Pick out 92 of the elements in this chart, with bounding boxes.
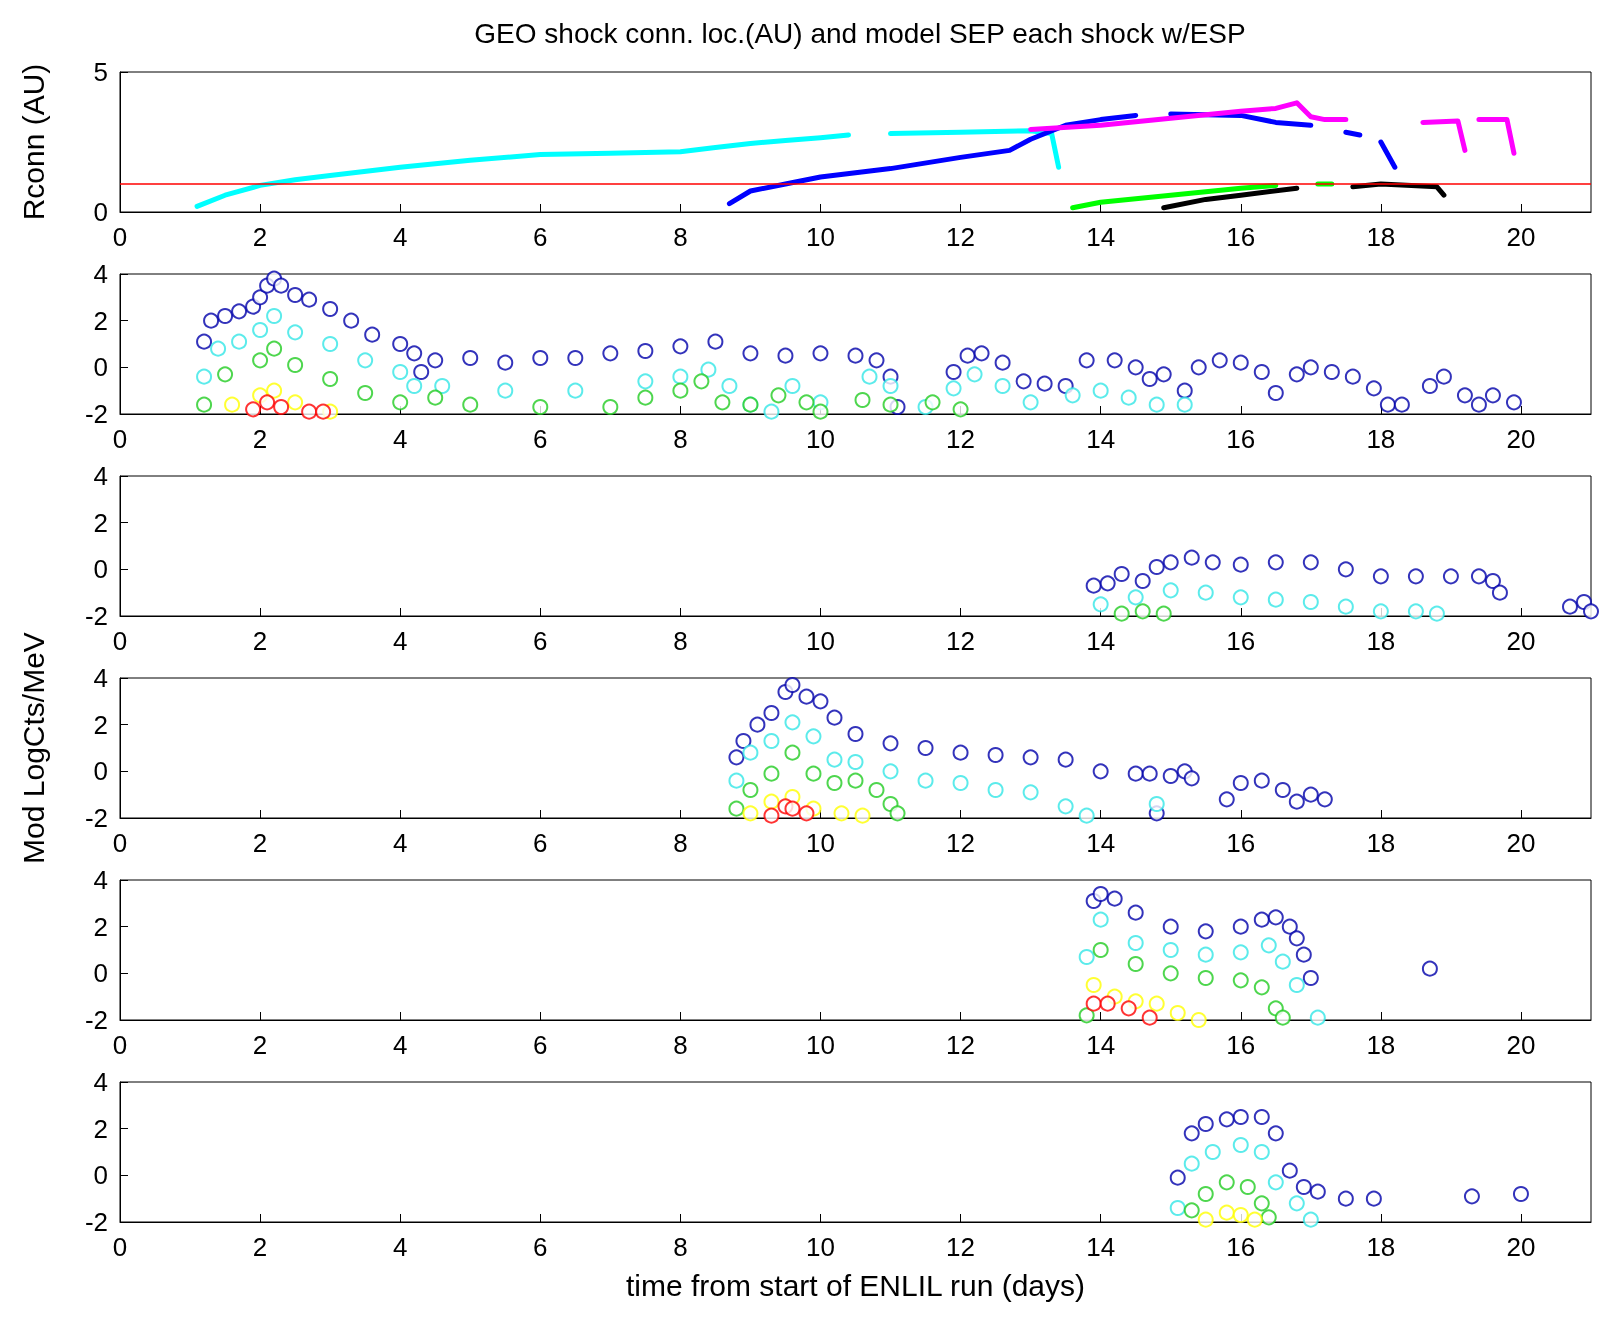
y-tick-label: 0 <box>93 554 108 585</box>
x-tick-label: 20 <box>1506 828 1536 858</box>
x-tick-label: 6 <box>533 222 548 252</box>
x-tick-label: 6 <box>533 626 548 656</box>
x-tick-label: 0 <box>112 1232 128 1262</box>
x-tick-label: 20 <box>1506 424 1536 454</box>
x-tick-label: 16 <box>1226 1030 1256 1060</box>
x-tick-label: 8 <box>673 828 688 858</box>
x-tick-label: 2 <box>252 222 268 252</box>
x-tick-label: 8 <box>673 1232 688 1262</box>
x-tick-label: 12 <box>946 1232 976 1262</box>
y-tick-label: 0 <box>93 197 108 227</box>
x-tick-label: 18 <box>1366 222 1396 252</box>
x-tick-label: 18 <box>1366 828 1396 858</box>
x-tick-label: 20 <box>1506 626 1536 656</box>
x-tick-label: 6 <box>533 1232 548 1262</box>
y-tick-label: -2 <box>84 601 108 631</box>
x-tick-label: 14 <box>1086 828 1116 858</box>
y-tick-label: -2 <box>84 803 108 833</box>
y-axis-title: Rconn (AU) <box>16 63 50 221</box>
x-tick-label: 0 <box>112 222 128 252</box>
x-tick-label: 12 <box>946 828 976 858</box>
x-tick-label: 8 <box>673 424 688 454</box>
x-tick-label: 16 <box>1226 424 1256 454</box>
x-tick-label: 4 <box>392 1232 408 1262</box>
x-tick-label: 12 <box>946 626 976 656</box>
x-tick-label: 12 <box>946 424 976 454</box>
y-tick-label: 2 <box>93 911 108 942</box>
x-tick-label: 16 <box>1226 626 1256 656</box>
y-tick-label: -2 <box>84 1005 108 1035</box>
x-tick-label: 18 <box>1366 424 1396 454</box>
y-tick-label: 0 <box>93 1160 108 1191</box>
x-tick-label: 2 <box>252 828 268 858</box>
x-tick-label: 20 <box>1506 222 1536 252</box>
x-tick-label: 14 <box>1086 626 1116 656</box>
y-axis-title: Mod LogCts/MeV <box>16 632 50 864</box>
x-tick-label: 2 <box>252 424 268 454</box>
y-tick-label: 2 <box>93 709 108 740</box>
y-tick-label: 4 <box>93 1067 108 1097</box>
x-tick-label: 10 <box>806 222 835 252</box>
y-tick-label: 0 <box>93 352 108 383</box>
x-tick-label: 18 <box>1366 1030 1396 1060</box>
x-tick-label: 14 <box>1086 1030 1116 1060</box>
x-tick-label: 10 <box>806 424 835 454</box>
x-tick-label: 8 <box>673 626 688 656</box>
x-tick-label: 10 <box>806 626 835 656</box>
x-tick-label: 16 <box>1226 828 1256 858</box>
x-tick-label: 20 <box>1506 1232 1536 1262</box>
x-tick-label: 10 <box>806 1030 835 1060</box>
x-tick-label: 10 <box>806 1232 835 1262</box>
y-tick-label: 0 <box>93 958 108 989</box>
x-tick-label: 18 <box>1366 626 1396 656</box>
x-tick-label: 8 <box>673 1030 688 1060</box>
x-tick-label: 8 <box>673 222 688 252</box>
x-tick-label: 2 <box>252 1232 268 1262</box>
x-tick-label: 2 <box>252 626 268 656</box>
x-tick-label: 6 <box>533 424 548 454</box>
x-tick-label: 6 <box>533 828 548 858</box>
x-tick-label: 4 <box>392 424 408 454</box>
x-tick-label: 2 <box>252 1030 268 1060</box>
x-tick-label: 18 <box>1366 1232 1396 1262</box>
x-tick-label: 4 <box>392 1030 408 1060</box>
x-tick-label: 16 <box>1226 1232 1256 1262</box>
y-tick-label: 4 <box>93 461 108 491</box>
x-tick-label: 14 <box>1086 222 1116 252</box>
y-tick-label: 2 <box>93 507 108 538</box>
x-tick-label: 20 <box>1506 1030 1536 1060</box>
x-tick-label: 12 <box>946 222 976 252</box>
x-tick-label: 6 <box>533 1030 548 1060</box>
x-tick-label: 16 <box>1226 222 1256 252</box>
x-tick-label: 12 <box>946 1030 976 1060</box>
x-tick-label: 0 <box>112 424 128 454</box>
y-tick-label: 4 <box>93 663 108 693</box>
x-tick-label: 4 <box>392 626 408 656</box>
y-tick-label: 0 <box>93 756 108 787</box>
x-tick-label: 14 <box>1086 424 1116 454</box>
y-tick-label: 2 <box>93 1113 108 1144</box>
y-tick-label: 2 <box>93 305 108 336</box>
x-tick-label: 0 <box>112 1030 128 1060</box>
y-tick-label: 4 <box>93 865 108 895</box>
y-tick-label: 4 <box>93 259 108 289</box>
x-tick-label: 10 <box>806 828 835 858</box>
y-tick-label: -2 <box>84 1207 108 1237</box>
x-tick-label: 0 <box>112 626 128 656</box>
x-axis-title: time from start of ENLIL run (days) <box>625 1268 1086 1302</box>
x-tick-label: 4 <box>392 222 408 252</box>
x-tick-label: 4 <box>392 828 408 858</box>
chart-title: GEO shock conn. loc.(AU) and model SEP each shock w/ESP <box>474 17 1246 49</box>
x-tick-label: 14 <box>1086 1232 1116 1262</box>
x-tick-label: 0 <box>112 828 128 858</box>
y-tick-label: 5 <box>93 57 108 87</box>
y-tick-label: -2 <box>84 399 108 429</box>
